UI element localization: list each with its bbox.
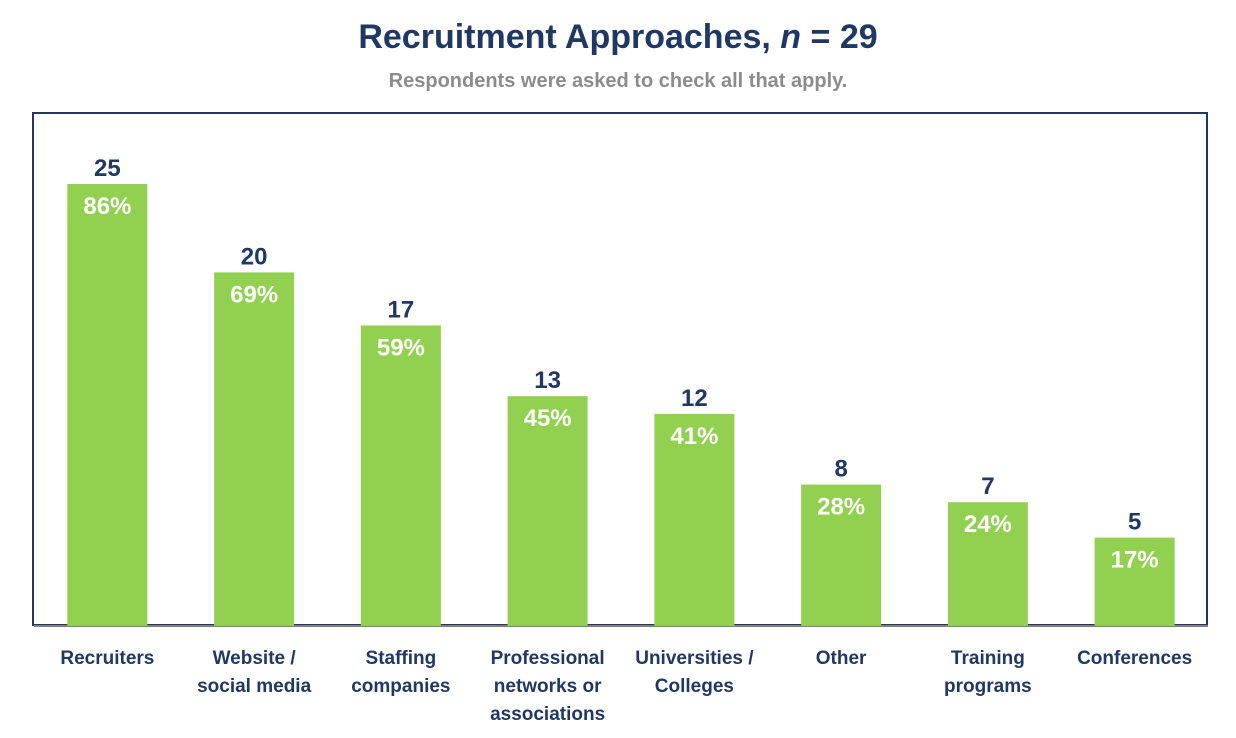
percent-label-5: 41% (670, 423, 718, 450)
bar-7 (947, 502, 1028, 626)
category-label-2: Website / social media (197, 648, 311, 697)
category-label-line: Staffing (366, 648, 437, 669)
percent-label-4: 45% (524, 405, 572, 432)
category-label-line: Website / (213, 648, 297, 669)
count-label-1: 25 (94, 155, 121, 182)
bar-1 (67, 184, 148, 626)
percent-label-8: 17% (1111, 547, 1159, 574)
category-label-5: Universities / Colleges (635, 648, 754, 697)
count-label-3: 17 (388, 296, 415, 323)
percent-label-1: 86% (83, 193, 131, 220)
count-label-2: 20 (241, 243, 268, 270)
category-label-line: associations (490, 704, 605, 725)
category-label-line: Professional (491, 648, 605, 669)
bar-4 (507, 396, 588, 626)
category-label-line: companies (351, 676, 450, 697)
category-label-line: Colleges (655, 676, 734, 697)
chart-title-prefix: Recruitment Approaches, (358, 18, 781, 56)
category-label-line: Training (951, 648, 1025, 669)
category-label-6: Other (816, 648, 867, 669)
chart-title-suffix: = 29 (801, 18, 878, 56)
category-label-7: Training programs (944, 648, 1032, 697)
count-label-4: 13 (534, 367, 561, 394)
category-label-8: Conferences (1077, 648, 1192, 669)
category-label-line: Other (816, 648, 867, 669)
category-label-3: Staffing companies (351, 648, 450, 697)
category-label-line: programs (944, 676, 1032, 697)
category-label-line: Universities / (635, 648, 754, 669)
count-label-6: 8 (834, 456, 847, 483)
chart-subtitle: Respondents were asked to check all that… (388, 70, 848, 92)
chart-title-n: n (780, 18, 802, 56)
bar-3 (360, 325, 441, 626)
category-label-4: Professional networks or associations (490, 648, 605, 725)
bar-6 (801, 484, 882, 626)
percent-label-3: 59% (377, 334, 425, 361)
category-label-line: Recruiters (60, 648, 154, 669)
bar-5 (654, 413, 735, 626)
bar-2 (214, 272, 295, 626)
category-label-line: networks or (494, 676, 602, 697)
category-label-line: social media (197, 676, 311, 697)
category-label-line: Conferences (1077, 648, 1192, 669)
count-label-5: 12 (681, 385, 708, 412)
count-label-8: 5 (1128, 509, 1141, 536)
count-label-7: 7 (981, 473, 994, 500)
percent-label-6: 28% (817, 494, 865, 521)
percent-label-2: 69% (230, 281, 278, 308)
bar-8 (1094, 537, 1175, 626)
category-label-1: Recruiters (60, 648, 154, 669)
chart-title: Recruitment Approaches, n = 29 (0, 18, 1236, 57)
percent-label-7: 24% (964, 511, 1012, 538)
